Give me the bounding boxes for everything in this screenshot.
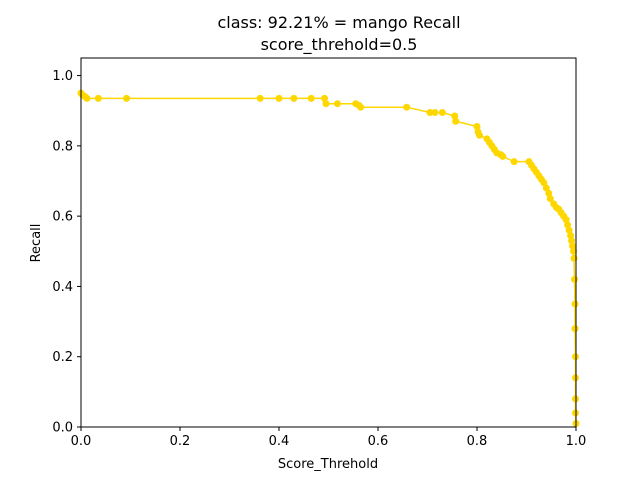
chart-title-line-1: class: 92.21% = mango Recall — [217, 13, 460, 32]
x-tick-label: 0.4 — [269, 434, 290, 449]
y-tick-label: 0.0 — [52, 421, 73, 436]
data-point — [431, 108, 439, 116]
y-tick-label: 0.8 — [52, 139, 73, 154]
data-point — [570, 247, 578, 255]
data-point — [83, 94, 91, 102]
data-point — [567, 231, 575, 239]
data-point — [510, 158, 518, 166]
x-tick-label: 0.2 — [170, 434, 191, 449]
data-point — [94, 94, 102, 102]
data-point — [569, 242, 577, 250]
data-point — [571, 325, 579, 333]
data-point — [123, 94, 131, 102]
x-tick-label: 0.6 — [368, 434, 389, 449]
x-tick-label: 1.0 — [566, 434, 587, 449]
x-axis-ticks: 0.0 0.2 0.4 0.6 0.8 1.0 — [71, 427, 587, 449]
data-point — [275, 94, 283, 102]
y-axis-ticks: 0.0 0.2 0.4 0.6 0.8 1.0 — [52, 69, 81, 436]
y-tick-label: 0.4 — [52, 280, 73, 295]
data-point — [542, 184, 550, 192]
y-tick-label: 0.2 — [52, 350, 73, 365]
x-axis-label: Score_Threhold — [278, 457, 378, 472]
data-point — [357, 103, 365, 111]
data-point — [290, 94, 298, 102]
data-point — [403, 103, 411, 111]
series-layer — [77, 89, 580, 427]
data-point — [565, 226, 573, 234]
data-point — [438, 108, 446, 116]
data-point — [540, 179, 548, 187]
data-point — [321, 94, 329, 102]
data-point — [333, 100, 341, 108]
data-point — [564, 221, 572, 229]
data-point — [452, 117, 460, 125]
data-point — [562, 216, 570, 224]
data-point — [451, 112, 459, 120]
data-point — [546, 195, 554, 203]
chart-title-line-2: score_threhold=0.5 — [261, 35, 418, 55]
data-point — [571, 275, 579, 283]
plot-frame — [80, 57, 577, 428]
data-point — [475, 131, 483, 139]
data-point — [499, 152, 507, 160]
y-tick-label: 1.0 — [52, 69, 73, 84]
x-tick-label: 0.0 — [71, 434, 92, 449]
data-point — [322, 100, 330, 108]
series-line — [80, 92, 577, 424]
data-point — [571, 300, 579, 308]
y-axis-label: Recall — [29, 224, 44, 263]
data-point — [426, 108, 434, 116]
y-tick-label: 0.6 — [52, 210, 73, 225]
data-point — [473, 123, 481, 131]
data-point — [545, 189, 553, 197]
data-point — [307, 94, 315, 102]
data-point — [256, 94, 264, 102]
data-point — [568, 237, 576, 245]
x-tick-label: 0.8 — [467, 434, 488, 449]
